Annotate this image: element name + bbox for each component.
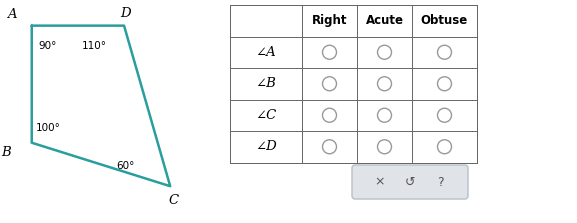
Text: D: D xyxy=(121,7,131,20)
Text: C: C xyxy=(168,194,178,207)
Text: B: B xyxy=(1,146,10,159)
Text: ∠D: ∠D xyxy=(255,140,277,153)
Text: ×: × xyxy=(374,176,385,188)
Text: 60°: 60° xyxy=(117,161,135,171)
Text: 90°: 90° xyxy=(38,41,57,51)
Ellipse shape xyxy=(323,77,336,91)
Text: ∠C: ∠C xyxy=(256,109,276,122)
Text: Right: Right xyxy=(312,14,347,27)
Text: Acute: Acute xyxy=(365,14,403,27)
Ellipse shape xyxy=(437,77,451,91)
Text: ∠A: ∠A xyxy=(256,46,276,59)
Ellipse shape xyxy=(323,108,336,122)
Ellipse shape xyxy=(377,45,392,59)
Text: 110°: 110° xyxy=(81,41,107,51)
Text: ?: ? xyxy=(437,176,443,188)
Text: A: A xyxy=(7,8,16,21)
Text: ∠B: ∠B xyxy=(256,77,276,90)
Bar xyxy=(230,5,477,163)
Text: Obtuse: Obtuse xyxy=(421,14,468,27)
FancyBboxPatch shape xyxy=(352,165,468,199)
Ellipse shape xyxy=(377,77,392,91)
Ellipse shape xyxy=(437,140,451,154)
Ellipse shape xyxy=(323,45,336,59)
Text: 100°: 100° xyxy=(35,123,61,133)
Ellipse shape xyxy=(323,140,336,154)
Text: ↺: ↺ xyxy=(404,176,415,188)
Ellipse shape xyxy=(437,108,451,122)
Ellipse shape xyxy=(437,45,451,59)
Ellipse shape xyxy=(377,140,392,154)
Ellipse shape xyxy=(377,108,392,122)
